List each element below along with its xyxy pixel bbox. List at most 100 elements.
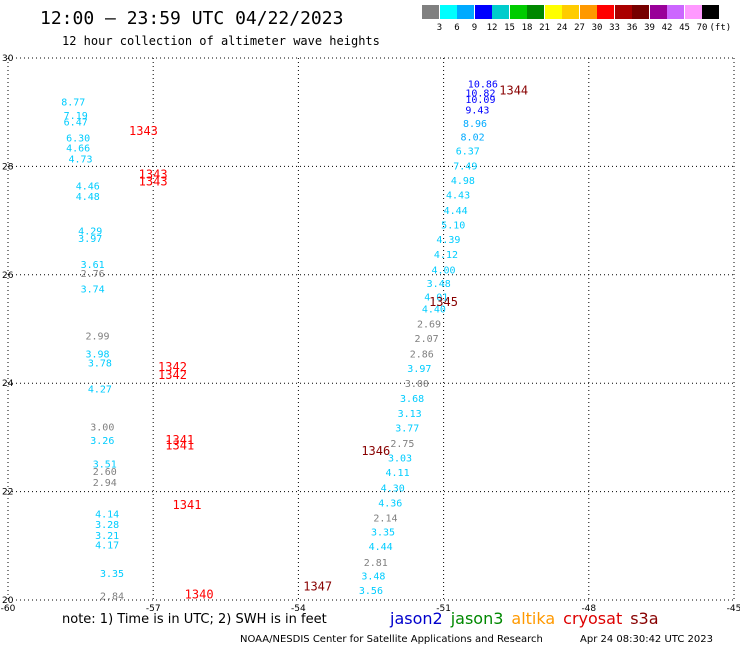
wave-height-value: 2.69 xyxy=(417,320,441,331)
pass-number-label: 1342 xyxy=(158,368,187,382)
colorbar-label: 33 xyxy=(609,23,620,33)
wave-height-value: 4.17 xyxy=(95,541,119,552)
pass-number-label: 1341 xyxy=(165,439,194,453)
pass-number-label: 1342 xyxy=(158,360,187,374)
wave-height-value: 3.74 xyxy=(81,284,105,295)
wave-height-value: 9.43 xyxy=(465,105,489,116)
y-tick-label: 24 xyxy=(2,379,14,389)
pass-number-label: 1345 xyxy=(429,295,458,309)
pass-number-label: 1346 xyxy=(361,444,390,458)
wave-height-value: 3.48 xyxy=(361,572,385,583)
wave-height-value: 3.68 xyxy=(400,394,424,405)
wave-height-value: 10.86 xyxy=(468,79,498,90)
colorbar-label: 21 xyxy=(539,23,550,33)
colorbar-swatch xyxy=(684,5,702,19)
axis-ticks: -60 -57 -54 -51 -48 -45 20 22 24 26 28 30 xyxy=(1,54,740,614)
colorbar-label: 3 xyxy=(436,23,443,33)
wave-height-value: 3.51 xyxy=(93,459,117,470)
wave-height-value: 2.75 xyxy=(390,439,414,450)
footer-timestamp: Apr 24 08:30:42 UTC 2023 xyxy=(580,634,713,645)
pass-number-label: 1341 xyxy=(165,433,194,447)
pass-number-label: 1341 xyxy=(173,498,202,512)
colorbar-swatch xyxy=(667,5,684,19)
satellite-jason2: jason2 xyxy=(390,609,443,628)
wave-height-value: 4.98 xyxy=(451,176,475,187)
grid-lines xyxy=(7,57,735,601)
wave-height-value: 10.09 xyxy=(465,95,495,106)
colorbar-swatch xyxy=(597,5,614,19)
wave-height-value: 3.00 xyxy=(405,379,429,390)
satellite-legend: jason2 jason3 altika cryosat s3a xyxy=(390,609,667,628)
colorbar-swatch xyxy=(579,5,597,19)
x-tick-label: -45 xyxy=(727,604,740,614)
chart-title: 12:00 – 23:59 UTC 04/22/2023 xyxy=(40,8,344,29)
chart-subtitle: 12 hour collection of altimeter wave hei… xyxy=(62,34,380,48)
pass-number-label: 1347 xyxy=(303,579,332,593)
wave-height-value: 3.00 xyxy=(90,423,114,434)
colorbar-unit: (ft) xyxy=(709,23,732,33)
wave-height-value: 6.37 xyxy=(456,147,480,158)
wave-height-value: 3.35 xyxy=(100,569,124,580)
wave-height-value: 4.11 xyxy=(386,468,410,479)
colorbar-swatch xyxy=(509,5,527,19)
wave-height-value: 2.86 xyxy=(410,349,434,360)
colorbar-label: 39 xyxy=(644,23,655,33)
pass-number-label: 1344 xyxy=(499,84,528,98)
colorbar-label: 12 xyxy=(486,23,498,33)
wave-height-value: 3.77 xyxy=(395,424,419,435)
colorbar-label: 24 xyxy=(556,23,568,33)
wave-height-value: 3.28 xyxy=(95,520,119,531)
pass-number-label: 1343 xyxy=(139,168,168,182)
wave-height-value: 4.48 xyxy=(76,192,100,203)
satellite-altika: altika xyxy=(511,609,556,628)
wave-height-value: 8.02 xyxy=(461,133,485,144)
pass-number-label: 1343 xyxy=(139,175,168,189)
wave-height-value: 3.56 xyxy=(359,586,383,597)
colorbar-swatch xyxy=(702,5,719,19)
y-tick-label: 30 xyxy=(2,54,14,64)
colorbar-swatch xyxy=(544,5,562,19)
colorbar-label: 27 xyxy=(574,23,585,33)
x-tick-label: -48 xyxy=(581,604,596,614)
pass-number-label: 1343 xyxy=(129,124,158,138)
x-tick-label: -51 xyxy=(436,604,451,614)
wave-height-value: 4.43 xyxy=(446,191,470,202)
wave-height-value: 4.39 xyxy=(436,235,460,246)
wave-height-value: 8.96 xyxy=(463,119,487,130)
wave-height-value: 4.40 xyxy=(422,304,446,315)
x-tick-label: -57 xyxy=(146,604,161,614)
wave-height-value: 4.01 xyxy=(424,292,448,303)
wave-height-value: 4.29 xyxy=(78,226,102,237)
satellite-cryosat: cryosat xyxy=(563,609,623,628)
wave-height-value: 2.84 xyxy=(100,592,124,603)
colorbar-swatch xyxy=(422,5,439,19)
footer-note: note: 1) Time is in UTC; 2) SWH is in fe… xyxy=(62,612,327,627)
wave-height-value: 2.14 xyxy=(373,514,397,525)
footer-credit: NOAA/NESDIS Center for Satellite Applica… xyxy=(240,634,543,645)
wave-height-value: 3.98 xyxy=(85,349,109,360)
wave-height-value: 5.10 xyxy=(441,220,465,231)
wave-height-value: 6.30 xyxy=(66,134,90,145)
x-tick-label: -60 xyxy=(1,604,16,614)
y-tick-label: 22 xyxy=(2,488,13,498)
wave-height-value: 4.44 xyxy=(369,542,393,553)
wave-height-value: 2.99 xyxy=(85,332,109,343)
y-tick-label: 26 xyxy=(2,271,14,281)
wave-height-value: 2.07 xyxy=(415,334,439,345)
wave-height-value: 10.82 xyxy=(465,89,495,100)
colorbar-label: 6 xyxy=(454,23,460,33)
satellite-jason3: jason3 xyxy=(450,609,504,628)
colorbar-label: 42 xyxy=(661,23,673,33)
wave-height-value: 2.81 xyxy=(364,558,388,569)
colorbar-swatch xyxy=(614,5,632,19)
wave-height-value: 4.27 xyxy=(88,385,112,396)
wave-height-value: 4.66 xyxy=(66,143,90,154)
y-tick-label: 20 xyxy=(2,596,14,606)
wave-height-value: 4.14 xyxy=(95,509,119,520)
wave-height-value: 7.49 xyxy=(453,161,477,172)
wave-height-value: 3.97 xyxy=(407,364,431,375)
colorbar-swatch xyxy=(527,5,544,19)
wave-height-value: 4.44 xyxy=(444,206,468,217)
